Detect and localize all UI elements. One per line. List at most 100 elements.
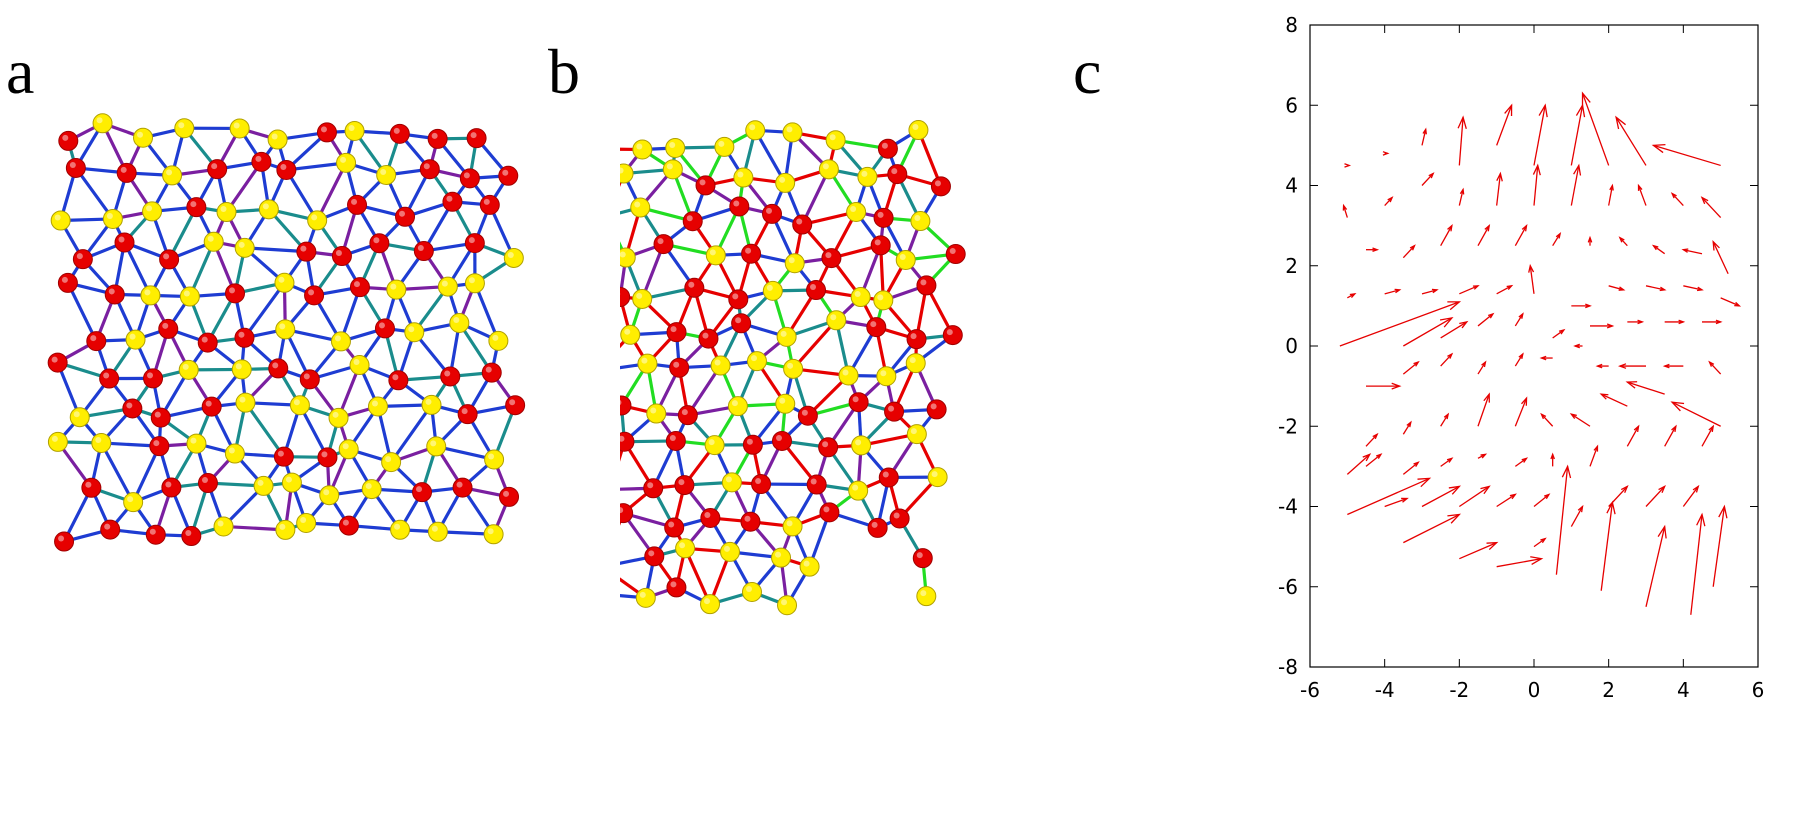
node-highlight xyxy=(704,598,711,605)
vector-arrow xyxy=(1637,183,1647,206)
node-red xyxy=(197,473,218,494)
node-highlight xyxy=(723,545,730,552)
network-edge xyxy=(131,445,161,503)
vector-arrow xyxy=(1477,223,1491,247)
vector-arrow xyxy=(1581,91,1610,166)
node-yellow xyxy=(910,211,931,232)
node-yellow xyxy=(632,288,653,309)
vector-arrow xyxy=(1608,183,1614,206)
node-highlight xyxy=(934,180,941,187)
node-highlight xyxy=(348,124,355,131)
node-highlight xyxy=(235,363,242,370)
node-highlight xyxy=(238,241,245,248)
node-yellow xyxy=(825,130,846,151)
vector-arrow xyxy=(1599,393,1628,407)
vector-arrow xyxy=(1421,172,1435,186)
vector-arrow xyxy=(1683,285,1704,292)
vector-arrow xyxy=(1402,420,1412,435)
node-highlight xyxy=(233,122,240,129)
node-red xyxy=(304,285,325,306)
node-highlight xyxy=(308,289,315,296)
network-edge xyxy=(473,282,500,342)
vector-arrow xyxy=(1570,103,1586,166)
node-highlight xyxy=(786,520,793,527)
node-yellow xyxy=(344,120,365,141)
node-red xyxy=(268,358,289,379)
node-highlight xyxy=(852,396,859,403)
node-red xyxy=(878,467,899,488)
node-red xyxy=(877,138,898,159)
node-highlight xyxy=(444,370,451,377)
node-yellow xyxy=(102,208,123,229)
vector-arrow xyxy=(1670,192,1684,207)
node-yellow xyxy=(704,435,725,456)
node-yellow xyxy=(662,159,683,180)
node-yellow xyxy=(483,524,504,545)
node-highlight xyxy=(850,205,857,212)
node-highlight xyxy=(431,525,438,532)
node-yellow xyxy=(799,556,820,577)
node-red xyxy=(86,331,107,352)
node-highlight xyxy=(507,251,514,258)
network-edge xyxy=(74,167,115,220)
node-highlight xyxy=(163,253,170,260)
node-highlight xyxy=(147,372,154,379)
node-highlight xyxy=(766,207,773,214)
node-yellow xyxy=(274,272,295,293)
node-yellow xyxy=(675,538,696,559)
vector-arrow xyxy=(1496,103,1513,146)
x-tick-label: 2 xyxy=(1602,678,1615,702)
vector-arrow xyxy=(1651,144,1721,167)
node-highlight xyxy=(76,253,83,260)
node-highlight xyxy=(162,322,169,329)
y-tick-label: -6 xyxy=(1278,575,1298,599)
vector-arrow xyxy=(1702,319,1723,325)
node-red xyxy=(331,245,352,266)
node-highlight xyxy=(54,214,61,221)
network-edge xyxy=(753,129,787,184)
node-yellow xyxy=(741,581,762,602)
node-yellow xyxy=(328,407,349,428)
node-red xyxy=(653,234,674,255)
node-yellow xyxy=(229,118,250,139)
node-highlight xyxy=(488,453,495,460)
node-red xyxy=(349,277,370,298)
node-yellow xyxy=(464,273,485,294)
node-red xyxy=(700,507,721,528)
vector-arrow xyxy=(1608,285,1626,291)
node-highlight xyxy=(891,168,898,175)
node-red xyxy=(731,313,752,334)
node-highlight xyxy=(229,287,236,294)
vector-arrow xyxy=(1569,413,1591,427)
node-highlight xyxy=(786,126,793,133)
node-yellow xyxy=(421,394,442,415)
node-highlight xyxy=(279,523,286,530)
node-highlight xyxy=(732,293,739,300)
node-highlight xyxy=(709,249,716,256)
node-highlight xyxy=(779,176,786,183)
node-red xyxy=(792,214,813,235)
vector-arrow xyxy=(1421,127,1427,146)
node-yellow xyxy=(782,516,803,537)
node-red xyxy=(464,233,485,254)
y-tick-label: -8 xyxy=(1278,655,1298,679)
node-highlight xyxy=(446,195,453,202)
node-highlight xyxy=(893,512,900,519)
node-yellow xyxy=(123,492,144,513)
node-red xyxy=(201,396,222,417)
network-edge xyxy=(244,401,286,458)
x-tick-label: -6 xyxy=(1300,678,1320,702)
node-highlight xyxy=(423,163,430,170)
vector-arrow xyxy=(1589,444,1599,467)
node-highlight xyxy=(745,247,752,254)
node-highlight xyxy=(408,326,415,333)
vector-arrow xyxy=(1664,319,1686,325)
node-yellow xyxy=(620,163,634,184)
node-red xyxy=(114,232,135,253)
vector-arrow xyxy=(1477,453,1488,459)
node-highlight xyxy=(416,486,423,493)
vector-arrow xyxy=(1533,103,1548,166)
node-highlight xyxy=(881,142,888,149)
node-yellow xyxy=(905,353,926,374)
